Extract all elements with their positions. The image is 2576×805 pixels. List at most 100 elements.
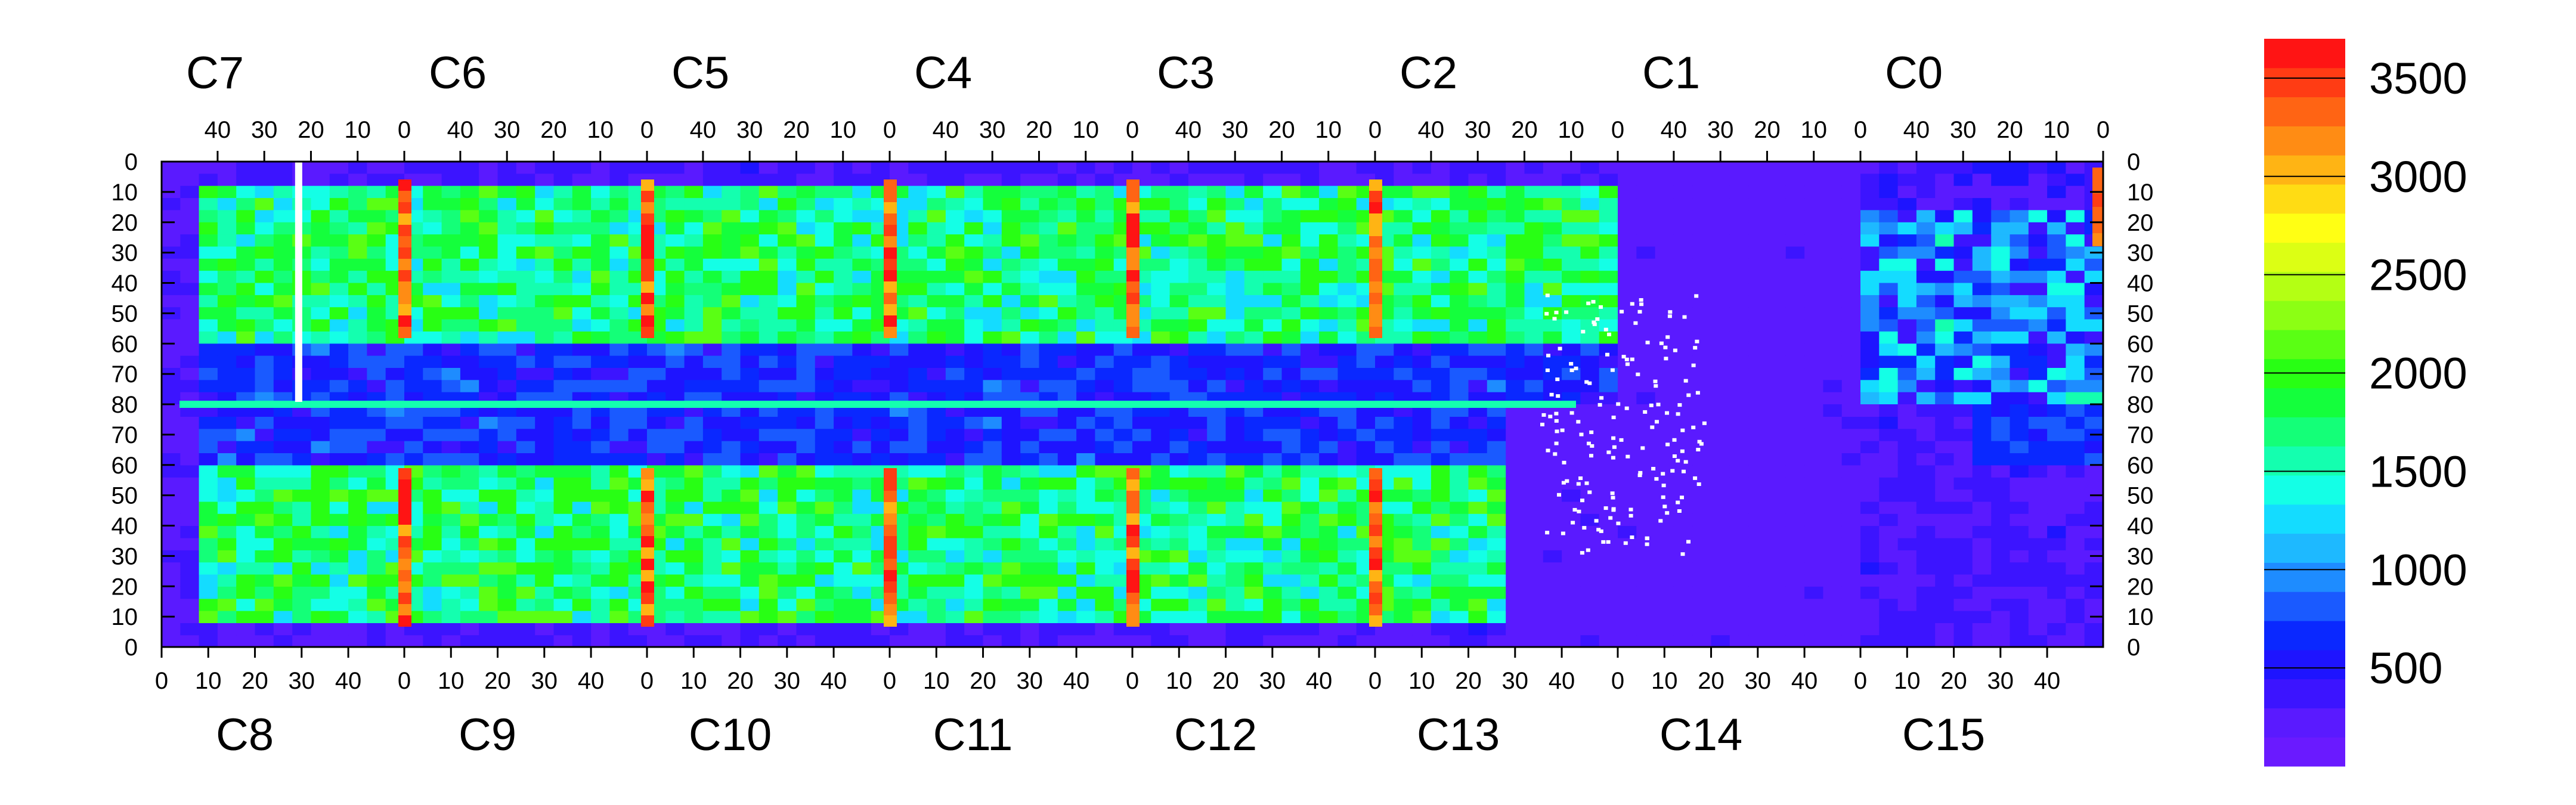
colorbar-segment [2264,330,2345,360]
heatmap-cell [2047,428,2066,441]
heatmap-cell [1562,416,1581,429]
heatmap-cell [927,368,946,380]
heatmap-cell [1281,453,1301,466]
heatmap-cell [1673,634,1693,648]
heatmap-cell [1487,198,1506,211]
colorbar-segment [2264,271,2345,301]
heatmap-cell [2066,185,2085,199]
heatmap-cell [1879,234,1899,247]
empty-pixel [1645,542,1649,546]
heatmap-cell [423,355,442,369]
heatmap-cell [1319,162,1338,174]
heatmap-cell [1487,185,1506,199]
bottom-tick-label: 20 [727,668,754,694]
heatmap-cell [722,271,741,284]
heatmap-cell [273,489,293,502]
heatmap-cell [983,489,1002,502]
heatmap-cell [778,295,797,308]
top-chip-label: C2 [1400,48,1457,98]
hot-column-cell [641,315,654,327]
heatmap-cell [199,489,218,502]
heatmap-cell [217,550,237,563]
heatmap-cell [348,185,367,199]
heatmap-cell [423,331,442,344]
heatmap-cell [1506,271,1525,284]
heatmap-cell [1785,525,1805,538]
heatmap-cell [1953,489,1973,502]
middle-row-line [179,401,1576,408]
heatmap-cell [1394,537,1413,550]
heatmap-cell [1543,234,1562,247]
heatmap-cell [273,550,293,563]
heatmap-cell [1281,185,1301,199]
heatmap-cell [180,501,200,514]
heatmap-cell [1431,634,1450,648]
heatmap-cell [1673,368,1693,380]
heatmap-cell [1729,392,1749,405]
heatmap-cell [516,343,535,357]
top-tick-label: 20 [1511,117,1538,143]
heatmap-cell [535,258,555,271]
empty-pixel [1677,509,1682,513]
heatmap-cell [1412,283,1432,296]
empty-pixel [1616,521,1621,525]
heatmap-cell [1748,501,1768,514]
heatmap-cell [1337,513,1357,527]
heatmap-cell [1207,598,1227,611]
heatmap-cell [1673,574,1693,587]
heatmap-cell [460,501,479,514]
heatmap-cell [1207,416,1227,429]
heatmap-cell [1394,611,1413,623]
heatmap-cell [684,562,704,575]
heatmap-cell [1673,477,1693,490]
heatmap-cell [1879,343,1899,357]
heatmap-cell [311,355,330,369]
heatmap-cell [1151,271,1171,284]
heatmap-cell [273,623,293,636]
heatmap-cell [591,611,610,623]
heatmap-cell [217,355,237,369]
empty-pixel [1654,477,1659,481]
heatmap-cell [1263,295,1283,308]
heatmap-cell [1020,271,1040,284]
heatmap-cell [1281,586,1301,599]
empty-pixel [1693,346,1698,350]
heatmap-cell [1057,162,1077,174]
heatmap-cell [311,513,330,527]
heatmap-cell [329,501,349,514]
heatmap-cell [1711,501,1730,514]
hot-column-cell [1126,213,1140,225]
heatmap-cell [927,525,946,538]
hot-column-cell [1126,604,1140,615]
heatmap-cell [217,537,237,550]
heatmap-cell [1281,634,1301,648]
heatmap-cell [572,162,592,174]
heatmap-cell [2047,416,2066,429]
heatmap-cell [516,586,535,599]
heatmap-cell [1543,355,1562,369]
heatmap-cell [758,319,778,332]
heatmap-cell [1991,198,2011,211]
heatmap-cell [1767,416,1787,429]
heatmap-cell [1169,271,1189,284]
heatmap-cell [553,295,573,308]
heatmap-cell [199,586,218,599]
empty-pixel [1680,552,1685,556]
heatmap-cell [217,623,237,636]
empty-pixel [1645,536,1649,540]
heatmap-cell [1618,343,1637,357]
heatmap-cell [1263,489,1283,502]
heatmap-cell [1281,271,1301,284]
heatmap-cell [1599,611,1618,623]
heatmap-cell [1841,634,1861,648]
heatmap-cell [1151,368,1171,380]
heatmap-cell [348,489,367,502]
heatmap-cell [1991,623,2011,636]
heatmap-cell [1431,453,1450,466]
heatmap-cell [1113,428,1133,441]
heatmap-cell [1020,574,1040,587]
heatmap-cell [684,222,704,235]
heatmap-cell [273,331,293,344]
heatmap-cell [367,525,386,538]
heatmap-cell [479,198,499,211]
